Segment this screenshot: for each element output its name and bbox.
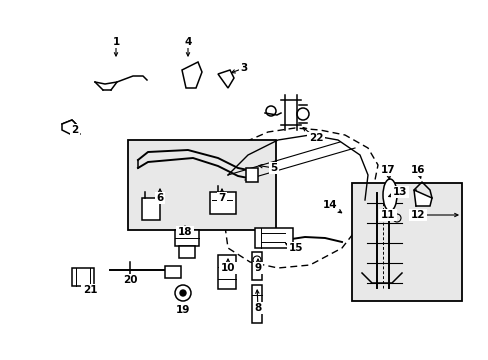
Text: 15: 15 xyxy=(288,243,303,253)
Text: 3: 3 xyxy=(240,63,247,73)
Bar xyxy=(164,266,181,278)
Text: 14: 14 xyxy=(322,200,337,210)
Polygon shape xyxy=(413,190,431,206)
Text: 6: 6 xyxy=(156,193,163,203)
Text: 7: 7 xyxy=(218,193,225,203)
Bar xyxy=(251,285,262,323)
Text: 19: 19 xyxy=(176,305,190,315)
Polygon shape xyxy=(182,62,202,88)
Text: 20: 20 xyxy=(122,275,137,285)
Polygon shape xyxy=(218,70,234,88)
Text: 9: 9 xyxy=(254,263,261,273)
Ellipse shape xyxy=(382,179,396,211)
Bar xyxy=(218,255,236,289)
Text: 18: 18 xyxy=(177,227,192,237)
Text: 21: 21 xyxy=(82,285,97,295)
Text: 17: 17 xyxy=(380,165,394,175)
Bar xyxy=(72,268,94,286)
Bar xyxy=(251,252,262,280)
Bar xyxy=(245,168,258,182)
Bar xyxy=(142,198,160,220)
Text: 1: 1 xyxy=(112,37,120,47)
Text: 8: 8 xyxy=(254,303,261,313)
Text: 10: 10 xyxy=(220,263,235,273)
Text: 12: 12 xyxy=(410,210,425,220)
Text: 5: 5 xyxy=(270,163,277,173)
Text: 22: 22 xyxy=(308,133,323,143)
Bar xyxy=(254,228,292,248)
Polygon shape xyxy=(62,120,76,134)
Bar xyxy=(351,183,461,301)
Text: 13: 13 xyxy=(392,187,407,197)
Bar xyxy=(209,192,236,214)
Bar xyxy=(179,246,195,258)
Text: 11: 11 xyxy=(380,210,394,220)
Text: 4: 4 xyxy=(184,37,191,47)
Bar xyxy=(175,230,199,246)
Bar xyxy=(128,140,275,230)
Text: 2: 2 xyxy=(71,125,79,135)
Text: 16: 16 xyxy=(410,165,425,175)
Circle shape xyxy=(180,290,185,296)
